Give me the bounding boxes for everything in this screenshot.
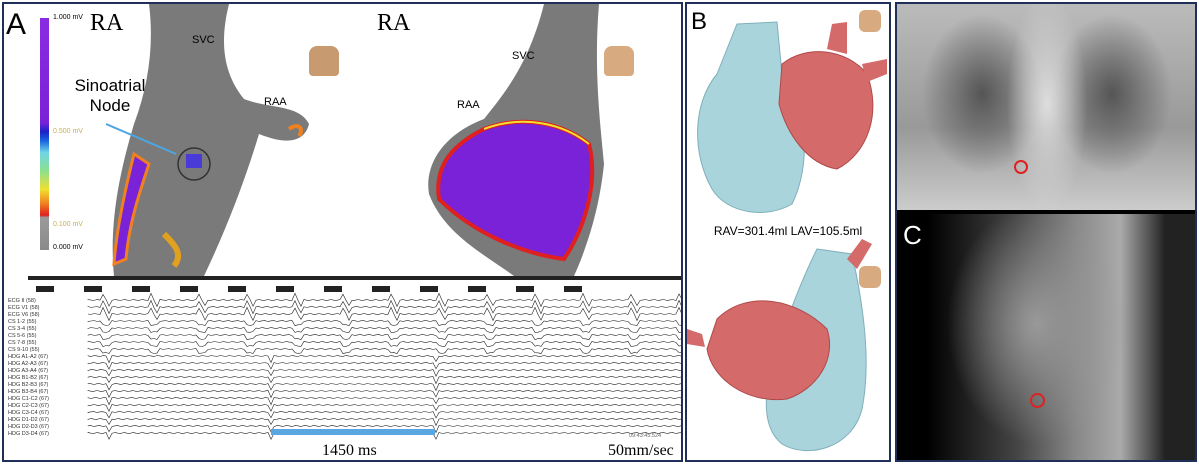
panel-b: B RAV=301.4ml LAV=105.5ml xyxy=(685,2,891,462)
channel-label: CS 3-4 (55) xyxy=(8,326,37,332)
sinoatrial-node-annotation: Sinoatrial Node xyxy=(74,76,146,115)
lateral-chest-xray xyxy=(897,214,1195,460)
electrogram-trace xyxy=(87,362,681,370)
channel-label: HDG C2-C3 (67) xyxy=(8,403,49,409)
time-marker xyxy=(564,286,582,292)
electrogram-trace xyxy=(87,327,681,333)
electrogram-trace xyxy=(87,411,681,419)
right-map-title: RA xyxy=(377,10,411,36)
interval-label: 1450 ms xyxy=(322,442,377,459)
electrogram-trace xyxy=(87,292,681,308)
time-marker xyxy=(516,286,534,292)
right-ra-voltage-map xyxy=(428,4,604,276)
time-marker xyxy=(372,286,390,292)
time-marker xyxy=(36,286,54,292)
channel-label: ECG V6 (58) xyxy=(8,312,40,318)
annotation-arrow xyxy=(105,123,177,155)
left-raa-label: RAA xyxy=(264,96,287,108)
time-marker xyxy=(324,286,342,292)
electrogram-trace xyxy=(87,404,681,413)
torso-orientation-icon xyxy=(859,266,881,288)
electrogram-trace xyxy=(87,299,681,315)
channel-label: ECG V1 (58) xyxy=(8,305,40,311)
time-marker xyxy=(420,286,438,292)
left-ra-voltage-map xyxy=(112,4,309,276)
ecg-timestamp: 09:43:45.524 xyxy=(629,433,662,439)
left-svc-label: SVC xyxy=(192,34,215,46)
left-map-title: RA xyxy=(90,10,124,36)
electrogram-trace xyxy=(87,320,681,326)
panel-c: C xyxy=(895,2,1197,462)
time-marker xyxy=(468,286,486,292)
electrogram-trace xyxy=(87,341,681,347)
channel-label: HDG A2-A3 (67) xyxy=(8,361,49,367)
time-marker xyxy=(276,286,294,292)
torso-orientation-icon xyxy=(309,46,339,76)
channel-label: CS 5-6 (55) xyxy=(8,333,37,339)
colorbar-mid-label: 0.500 mV xyxy=(53,128,83,135)
interval-bar xyxy=(271,429,435,435)
electrogram-trace xyxy=(87,425,681,434)
channel-label: CS 7-8 (55) xyxy=(8,340,37,346)
right-svc-label: SVC xyxy=(512,50,535,62)
panel-a: A 1.000 mV 0.500 mV 0.100 mV 0.000 mV RA… xyxy=(2,2,683,462)
panel-a-label: A xyxy=(6,8,27,41)
voltage-colorbar xyxy=(40,18,49,250)
electrogram-trace xyxy=(87,334,681,340)
panel-c-label: C xyxy=(903,220,922,250)
channel-label: CS 1-2 (55) xyxy=(8,319,37,325)
electrogram-trace xyxy=(87,369,681,377)
electrogram-trace xyxy=(87,376,681,385)
atrial-volumes: RAV=301.4ml LAV=105.5ml xyxy=(713,224,863,238)
channel-label: HDG B2-B3 (67) xyxy=(8,382,49,388)
electrogram-traces xyxy=(36,286,681,441)
time-marker xyxy=(132,286,150,292)
channel-label: ECG II (58) xyxy=(8,298,36,304)
right-raa-label: RAA xyxy=(457,99,480,111)
electrogram-trace xyxy=(87,355,681,364)
time-marker xyxy=(228,286,246,292)
channel-label: HDG A1-A2 (67) xyxy=(8,354,49,360)
channel-label: CS 9-10 (55) xyxy=(8,347,40,353)
speed-label: 50mm/sec xyxy=(608,442,674,459)
colorbar-low-label: 0.100 mV xyxy=(53,221,83,228)
frontal-chest-xray xyxy=(897,4,1195,210)
lateral-lead-marker-circle xyxy=(1030,393,1045,408)
atria-3d-model-top xyxy=(697,21,887,213)
channel-label: HDG D2-D3 (67) xyxy=(8,424,49,430)
channel-label: HDG B1-B2 (67) xyxy=(8,375,49,381)
channel-label: HDG D1-D2 (67) xyxy=(8,417,49,423)
channel-label: HDG C3-C4 (67) xyxy=(8,410,49,416)
electrogram-trace xyxy=(87,389,681,399)
torso-orientation-icon xyxy=(859,10,881,32)
torso-orientation-icon xyxy=(604,46,634,76)
channel-label: HDG D3-D4 (67) xyxy=(8,431,49,437)
channel-label: HDG B3-B4 (67) xyxy=(8,389,49,395)
electrogram-trace xyxy=(87,347,681,354)
electrogram-trace xyxy=(87,418,681,427)
electrogram-trace xyxy=(87,397,681,406)
electrogram-trace xyxy=(87,306,681,322)
colorbar-min-label: 0.000 mV xyxy=(53,244,83,251)
channel-label: HDG A3-A4 (67) xyxy=(8,368,49,374)
panel-b-label: B xyxy=(691,8,708,35)
channel-label: HDG C1-C2 (67) xyxy=(8,396,49,402)
time-marker xyxy=(180,286,198,292)
frontal-lead-marker-circle xyxy=(1014,160,1028,174)
electrogram-trace xyxy=(87,383,681,392)
ecg-top-bar xyxy=(28,276,681,280)
colorbar-max-label: 1.000 mV xyxy=(53,14,83,21)
time-marker xyxy=(84,286,102,292)
atria-3d-model-bottom xyxy=(687,239,872,452)
